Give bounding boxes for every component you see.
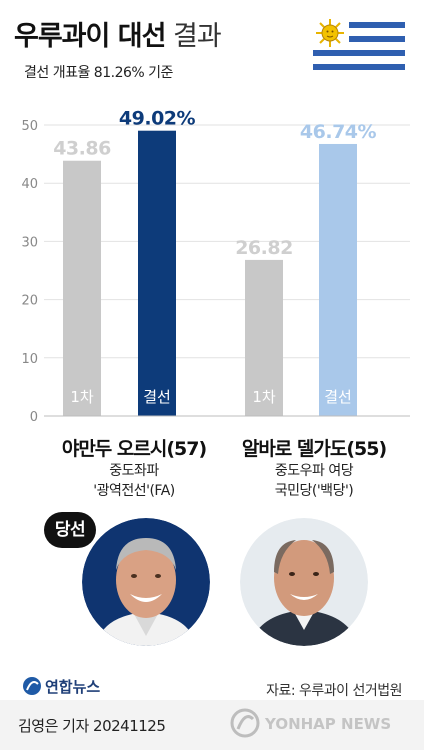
- bar: [319, 143, 357, 416]
- data-label: 49.02%: [119, 108, 196, 130]
- uruguay-flag-icon: [313, 16, 405, 78]
- orsi-portrait-image: [82, 518, 210, 646]
- candidate-orsi-info: 야만두 오르시(57) 중도좌파 '광역전선'(FA): [34, 434, 234, 501]
- candidate-party-line: 중도우파 여당: [274, 463, 354, 479]
- x-category-label: 결선: [324, 388, 352, 406]
- winner-badge: 당선: [44, 512, 96, 548]
- candidate-delgado-info: 알바로 델가도(55) 중도우파 여당 국민당('백당'): [214, 434, 414, 501]
- subtitle: 결선 개표율 81.26% 기준: [24, 65, 173, 81]
- candidate-party-line: 중도좌파: [109, 463, 159, 479]
- candidate-name: 야만두 오르시(57): [61, 438, 207, 460]
- y-tick-label: 50: [21, 119, 38, 134]
- data-label: 26.82: [235, 237, 293, 259]
- candidate-party-line: '광역전선'(FA): [93, 483, 175, 499]
- candidate-name: 알바로 델가도(55): [241, 438, 387, 460]
- watermark-text: YONHAP NEWS: [264, 715, 391, 733]
- page-title: 우루과이 대선 결과: [14, 14, 222, 53]
- source-note: 자료: 우루과이 선거법원: [266, 683, 402, 699]
- footer-bar: [0, 700, 424, 750]
- yonhap-news-watermark: YONHAP NEWS: [230, 708, 391, 738]
- y-tick-label: 20: [21, 294, 38, 309]
- title-suffix: 결과: [173, 21, 222, 52]
- title-main: 우루과이 대선: [14, 21, 166, 52]
- yonhap-logo: 연합뉴스: [23, 677, 100, 696]
- reporter-credit: 김영은 기자 20241125: [18, 717, 166, 735]
- election-bar-chart: 0 10 20 30 40 50 43.86 1차 49.02% 결선 26.82 1차 46.74% 결…: [21, 108, 410, 425]
- y-tick-label: 10: [21, 352, 38, 367]
- x-category-label: 1차: [252, 388, 276, 406]
- y-tick-label: 0: [30, 410, 38, 425]
- data-label: 46.74%: [300, 121, 377, 143]
- bar: [63, 160, 101, 416]
- delgado-portrait-image: [240, 518, 368, 646]
- x-category-label: 결선: [143, 388, 171, 406]
- logo-text: 연합뉴스: [45, 678, 100, 696]
- bar: [138, 130, 176, 416]
- y-tick-label: 40: [21, 177, 38, 192]
- data-label: 43.86: [53, 138, 111, 160]
- bar: [245, 259, 283, 416]
- y-tick-label: 30: [21, 235, 38, 250]
- candidate-party-line: 국민당('백당'): [274, 483, 354, 499]
- x-category-label: 1차: [70, 388, 94, 406]
